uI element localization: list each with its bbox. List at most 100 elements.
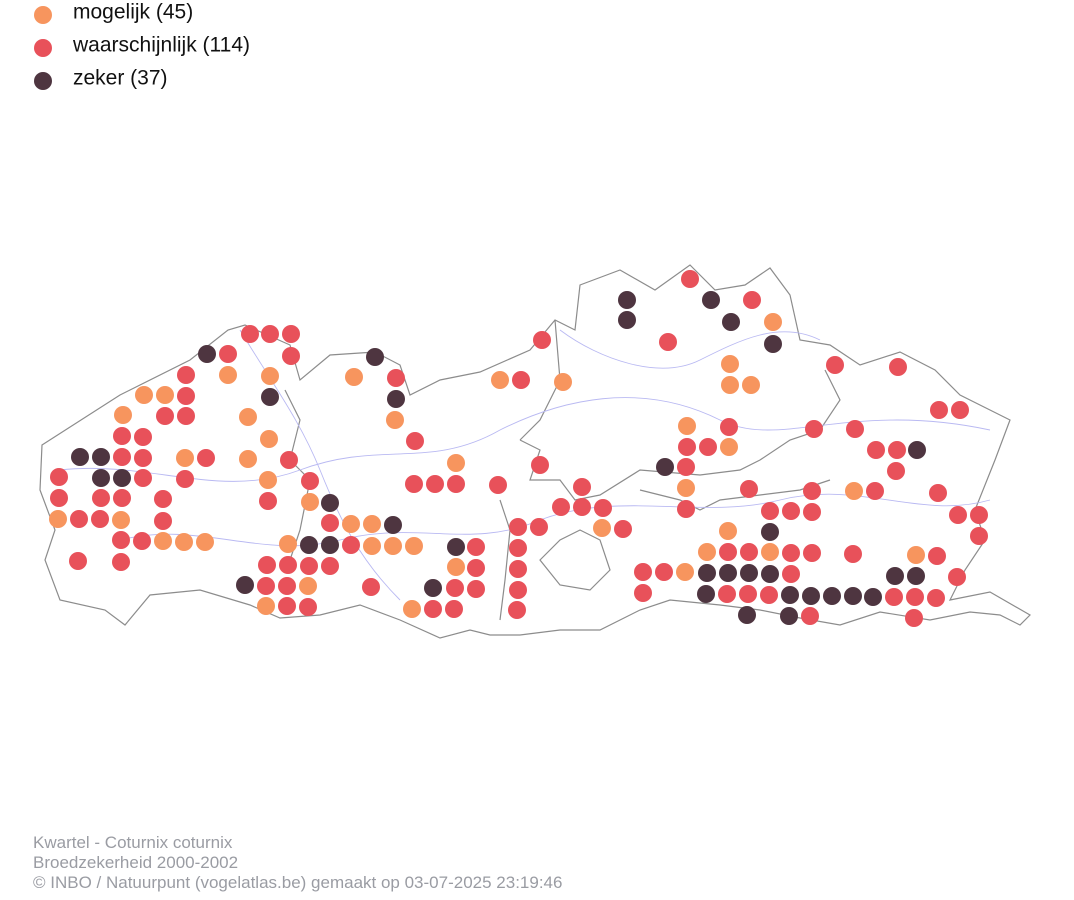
map-dot [802, 587, 820, 605]
map-dot [970, 527, 988, 545]
map-dot [261, 325, 279, 343]
map-dot [239, 408, 257, 426]
map-dot [738, 606, 756, 624]
footer-line: Broedzekerheid 2000-2002 [33, 853, 238, 872]
map-dot [678, 438, 696, 456]
map-dot [573, 478, 591, 496]
map-dot [948, 568, 966, 586]
map-dot [261, 367, 279, 385]
map-dot [49, 510, 67, 528]
map-dot [259, 492, 277, 510]
map-dot [718, 585, 736, 603]
map-dot [533, 331, 551, 349]
map-dot [278, 597, 296, 615]
map-dot [720, 438, 738, 456]
map-dot [282, 347, 300, 365]
map-dot [112, 531, 130, 549]
map-dot [634, 584, 652, 602]
map-dot [387, 390, 405, 408]
map-dot [846, 420, 864, 438]
map-dot [403, 600, 421, 618]
map-dot [236, 576, 254, 594]
map-dot [677, 500, 695, 518]
map-dot [196, 533, 214, 551]
map-dot [112, 553, 130, 571]
map-dot [91, 510, 109, 528]
map-dot [764, 313, 782, 331]
map-dot [113, 489, 131, 507]
map-dot [781, 586, 799, 604]
map-dot [321, 514, 339, 532]
map-dot [698, 543, 716, 561]
map-dot [530, 518, 548, 536]
map-dot [70, 510, 88, 528]
map-dot [363, 515, 381, 533]
map-dot [949, 506, 967, 524]
map-dot [512, 371, 530, 389]
map-dot [345, 368, 363, 386]
footer-line: Kwartel - Coturnix coturnix [33, 833, 233, 852]
map-dot [509, 560, 527, 578]
map-dot [552, 498, 570, 516]
legend-label: mogelijk (45) [73, 1, 193, 24]
map-dot [885, 588, 903, 606]
map-dot [447, 558, 465, 576]
map-dot [386, 411, 404, 429]
map-dot [445, 600, 463, 618]
map-dot [761, 523, 779, 541]
map-dot [405, 537, 423, 555]
map-dot [299, 577, 317, 595]
map-dot [176, 449, 194, 467]
map-dot [177, 366, 195, 384]
map-dot [867, 441, 885, 459]
map-dot [321, 494, 339, 512]
map-dot [424, 600, 442, 618]
map-dot [112, 511, 130, 529]
map-dot [176, 470, 194, 488]
map-dot [634, 563, 652, 581]
map-dot [905, 609, 923, 627]
map-dot [742, 376, 760, 394]
map-dot [92, 448, 110, 466]
map-dot [719, 564, 737, 582]
map-dot [887, 462, 905, 480]
map-dot [219, 345, 237, 363]
map-dot [740, 543, 758, 561]
map-dot [573, 498, 591, 516]
map-dot [300, 557, 318, 575]
map-dot [677, 479, 695, 497]
map-dot [282, 325, 300, 343]
map-dot [782, 544, 800, 562]
map-dot [761, 565, 779, 583]
map-dot [259, 471, 277, 489]
map-dot [342, 515, 360, 533]
map-dot [618, 311, 636, 329]
legend: mogelijk (45) waarschijnlijk (114) zeker (… [34, 1, 250, 90]
map-dot [279, 535, 297, 553]
map-dot [447, 454, 465, 472]
map-dot [426, 475, 444, 493]
map-dot [864, 588, 882, 606]
map-dot [740, 480, 758, 498]
map-dot [239, 450, 257, 468]
map-dot [113, 448, 131, 466]
map-dot [279, 556, 297, 574]
map-dot [677, 458, 695, 476]
map-dot [659, 333, 677, 351]
footer-line: © INBO / Natuurpunt (vogelatlas.be) gema… [33, 873, 562, 892]
legend-marker [34, 72, 52, 90]
map-dot [719, 522, 737, 540]
map-dot [219, 366, 237, 384]
map-dot [489, 476, 507, 494]
map-dot [363, 537, 381, 555]
map-dot [321, 557, 339, 575]
map-dot [261, 388, 279, 406]
map-dot [156, 386, 174, 404]
map-dot [554, 373, 572, 391]
map-dot [50, 468, 68, 486]
map-dot [134, 428, 152, 446]
map-dot [154, 490, 172, 508]
map-dot [845, 482, 863, 500]
map-dot [618, 291, 636, 309]
